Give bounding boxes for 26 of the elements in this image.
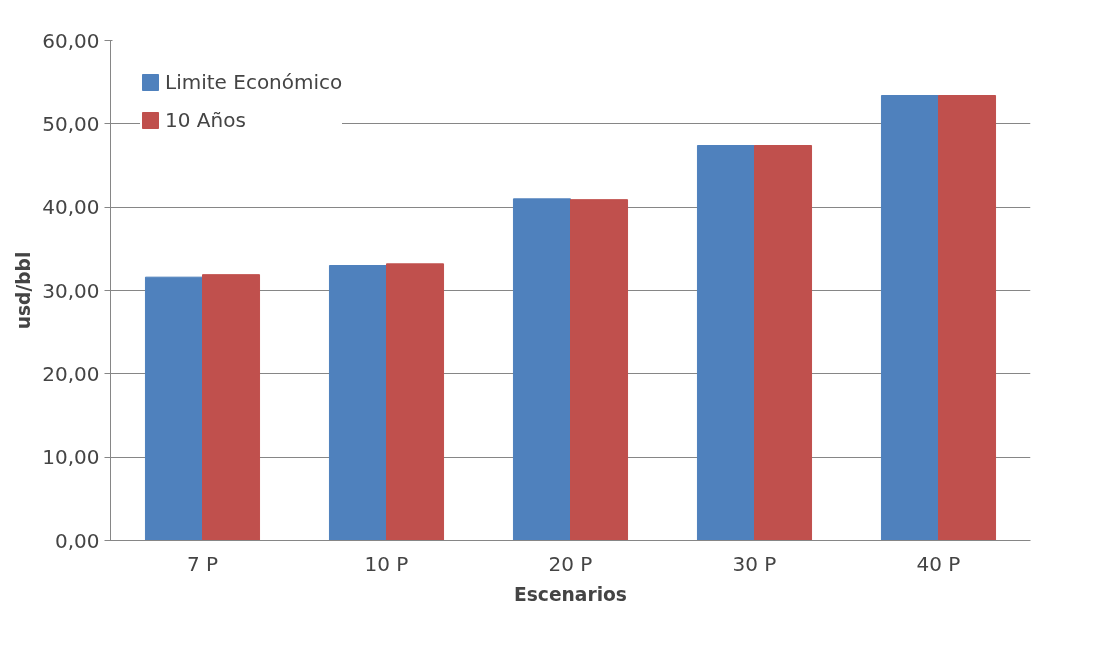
legend-label: 10 Años [165,108,246,132]
bar [386,263,445,541]
bar [202,274,261,541]
y-tick-label: 40,00 [42,195,100,220]
y-tick-label: 20,00 [42,361,100,386]
x-tick-label: 30 P [732,551,777,576]
x-tick-label: 20 P [548,551,593,576]
bar [880,95,939,541]
bar [696,145,755,541]
y-tick-label: 0,00 [54,528,100,553]
x-tick-label: 7 P [186,551,219,576]
y-tick-label: 30,00 [42,278,100,303]
x-tick-label: 10 P [364,551,409,576]
y-tick-label: 60,00 [42,28,100,53]
y-tick-label: 10,00 [42,445,100,470]
y-axis-title: usd/bbl [13,251,35,330]
y-tick-label: 50,00 [42,111,100,136]
bar [754,145,813,541]
bar [938,95,997,541]
x-axis-title: Escenarios [514,583,627,605]
bar [512,198,571,541]
bar [144,276,203,541]
legend-label: Limite Económico [165,70,343,94]
bar [328,265,387,541]
bar [570,199,629,541]
x-tick-label: 40 P [916,551,961,576]
